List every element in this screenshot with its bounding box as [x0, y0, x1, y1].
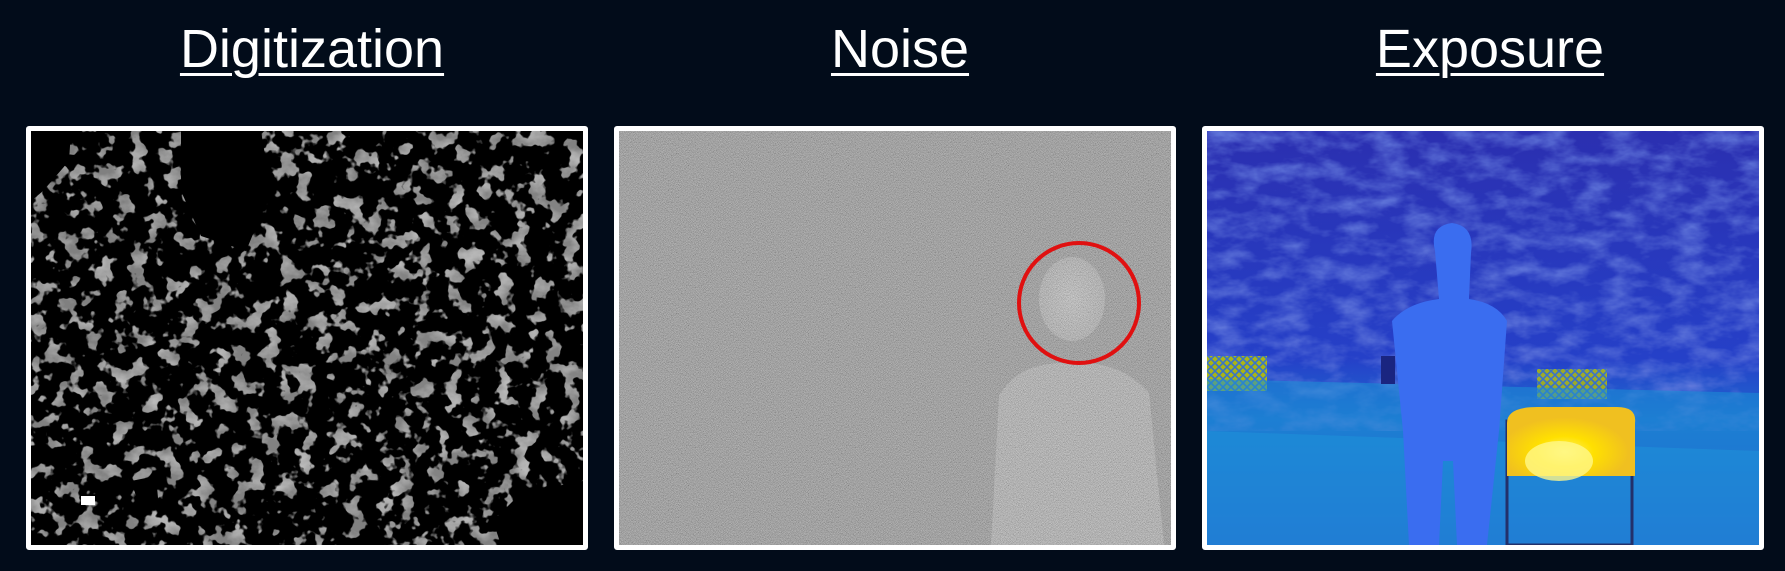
exposure-image	[1202, 126, 1764, 550]
digitization-image	[26, 126, 588, 550]
digitization-thermal-picture	[31, 131, 583, 545]
noise-title: Noise	[760, 14, 1040, 84]
exposure-thermal-picture	[1207, 131, 1759, 545]
digitization-title: Digitization	[172, 14, 452, 84]
noise-thermal-picture	[619, 131, 1171, 545]
exposure-title: Exposure	[1340, 14, 1640, 84]
noise-image	[614, 126, 1176, 550]
